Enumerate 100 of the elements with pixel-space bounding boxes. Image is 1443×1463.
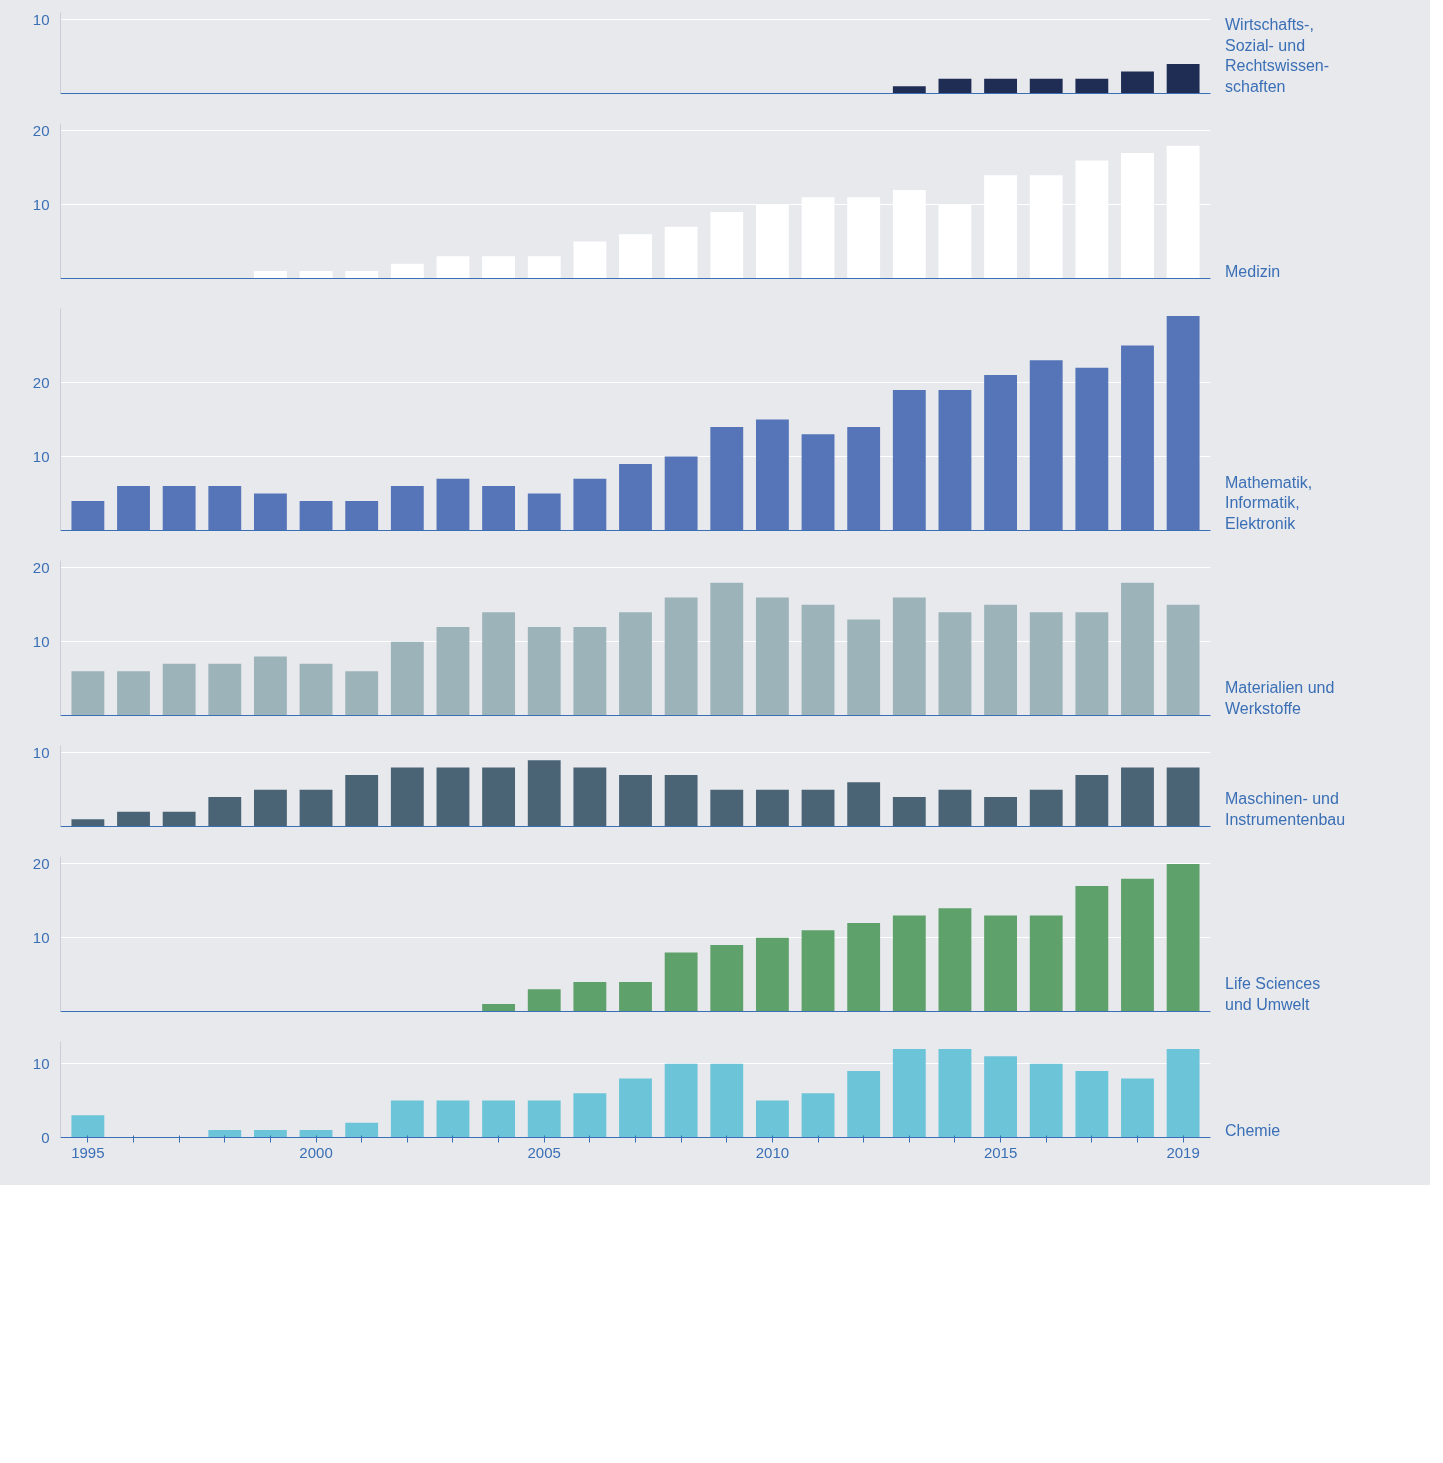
bar xyxy=(619,234,652,279)
bar xyxy=(710,1063,744,1138)
bar xyxy=(573,241,607,279)
bar xyxy=(253,656,287,716)
y-tick-label: 10 xyxy=(32,447,50,465)
bar xyxy=(71,671,105,716)
y-tick-label: 20 xyxy=(32,373,50,391)
bar xyxy=(345,1122,379,1138)
bar xyxy=(253,1130,287,1138)
bar xyxy=(208,797,242,827)
bar xyxy=(938,612,972,716)
bar xyxy=(390,641,424,716)
bar xyxy=(482,767,516,827)
bar xyxy=(162,663,196,716)
bar xyxy=(710,582,744,716)
series-label: Materialien und Werkstoffe xyxy=(1225,678,1336,720)
bar xyxy=(1075,886,1109,1012)
bar xyxy=(847,426,881,531)
bar xyxy=(573,626,607,716)
bar xyxy=(892,597,926,716)
y-tick-label: 20 xyxy=(32,558,50,576)
bar xyxy=(482,1100,516,1138)
bar xyxy=(1166,1048,1200,1138)
bar xyxy=(1029,1063,1063,1138)
x-tick-label: 2005 xyxy=(527,1143,561,1161)
bar xyxy=(1029,789,1063,827)
series-label: Life Sciences und Umwelt xyxy=(1225,974,1322,1016)
bar xyxy=(527,626,561,716)
bar xyxy=(938,1048,972,1138)
x-tick-label: 2019 xyxy=(1166,1143,1200,1161)
bar xyxy=(390,486,424,531)
bar xyxy=(345,671,379,716)
bar xyxy=(1029,915,1063,1012)
bar xyxy=(162,486,196,531)
bar xyxy=(892,1048,926,1138)
bar xyxy=(482,612,516,716)
bar xyxy=(892,389,926,531)
bar xyxy=(345,500,379,531)
bar xyxy=(1121,1078,1154,1138)
bar xyxy=(755,597,789,716)
bar xyxy=(299,789,333,827)
bar xyxy=(436,767,470,827)
bar xyxy=(801,930,835,1012)
y-tick-label: 10 xyxy=(32,928,50,946)
bar xyxy=(1029,612,1063,716)
series-label: Chemie xyxy=(1225,1121,1282,1142)
bar xyxy=(755,419,789,531)
bar xyxy=(117,671,150,716)
bar xyxy=(436,626,470,716)
bar xyxy=(527,989,561,1012)
bar xyxy=(710,212,744,279)
bar xyxy=(710,789,744,827)
bar xyxy=(938,78,972,94)
bar xyxy=(299,663,333,716)
bar xyxy=(299,271,333,279)
y-tick-label: 10 xyxy=(32,10,50,28)
bar xyxy=(527,256,561,279)
bar xyxy=(1075,1071,1109,1138)
bar xyxy=(664,226,698,279)
bar xyxy=(573,981,607,1012)
bar xyxy=(299,1130,333,1138)
bar xyxy=(801,434,835,531)
bar xyxy=(619,981,652,1012)
bar xyxy=(664,1063,698,1138)
bar xyxy=(892,915,926,1012)
bar xyxy=(71,500,105,531)
bar xyxy=(117,486,150,531)
bar xyxy=(71,1115,105,1138)
bar xyxy=(1121,582,1154,716)
bar xyxy=(390,263,424,279)
x-tick-label: 1995 xyxy=(71,1143,105,1161)
bar xyxy=(801,604,835,716)
bar xyxy=(1029,78,1063,94)
bar xyxy=(619,1078,652,1138)
bar xyxy=(984,915,1018,1012)
bar xyxy=(482,256,516,279)
bar xyxy=(527,493,561,531)
y-tick-label: 20 xyxy=(32,121,50,139)
bar xyxy=(710,945,744,1012)
bar xyxy=(390,1100,424,1138)
bar xyxy=(619,463,652,531)
bar xyxy=(1166,863,1200,1012)
bar xyxy=(755,937,789,1012)
bar xyxy=(1166,64,1200,94)
bar xyxy=(208,663,242,716)
bar xyxy=(847,619,881,716)
bar xyxy=(847,1071,881,1138)
bar xyxy=(1166,315,1200,531)
bar xyxy=(436,478,470,531)
x-tick-label: 2015 xyxy=(983,1143,1018,1161)
bar xyxy=(345,774,379,827)
bar xyxy=(573,478,607,531)
bar xyxy=(253,271,287,279)
bar xyxy=(527,760,561,827)
bar xyxy=(573,767,607,827)
bar xyxy=(619,774,652,827)
y-tick-label: 10 xyxy=(32,195,50,213)
bar xyxy=(436,1100,470,1138)
bar xyxy=(664,952,698,1012)
bar xyxy=(938,789,972,827)
